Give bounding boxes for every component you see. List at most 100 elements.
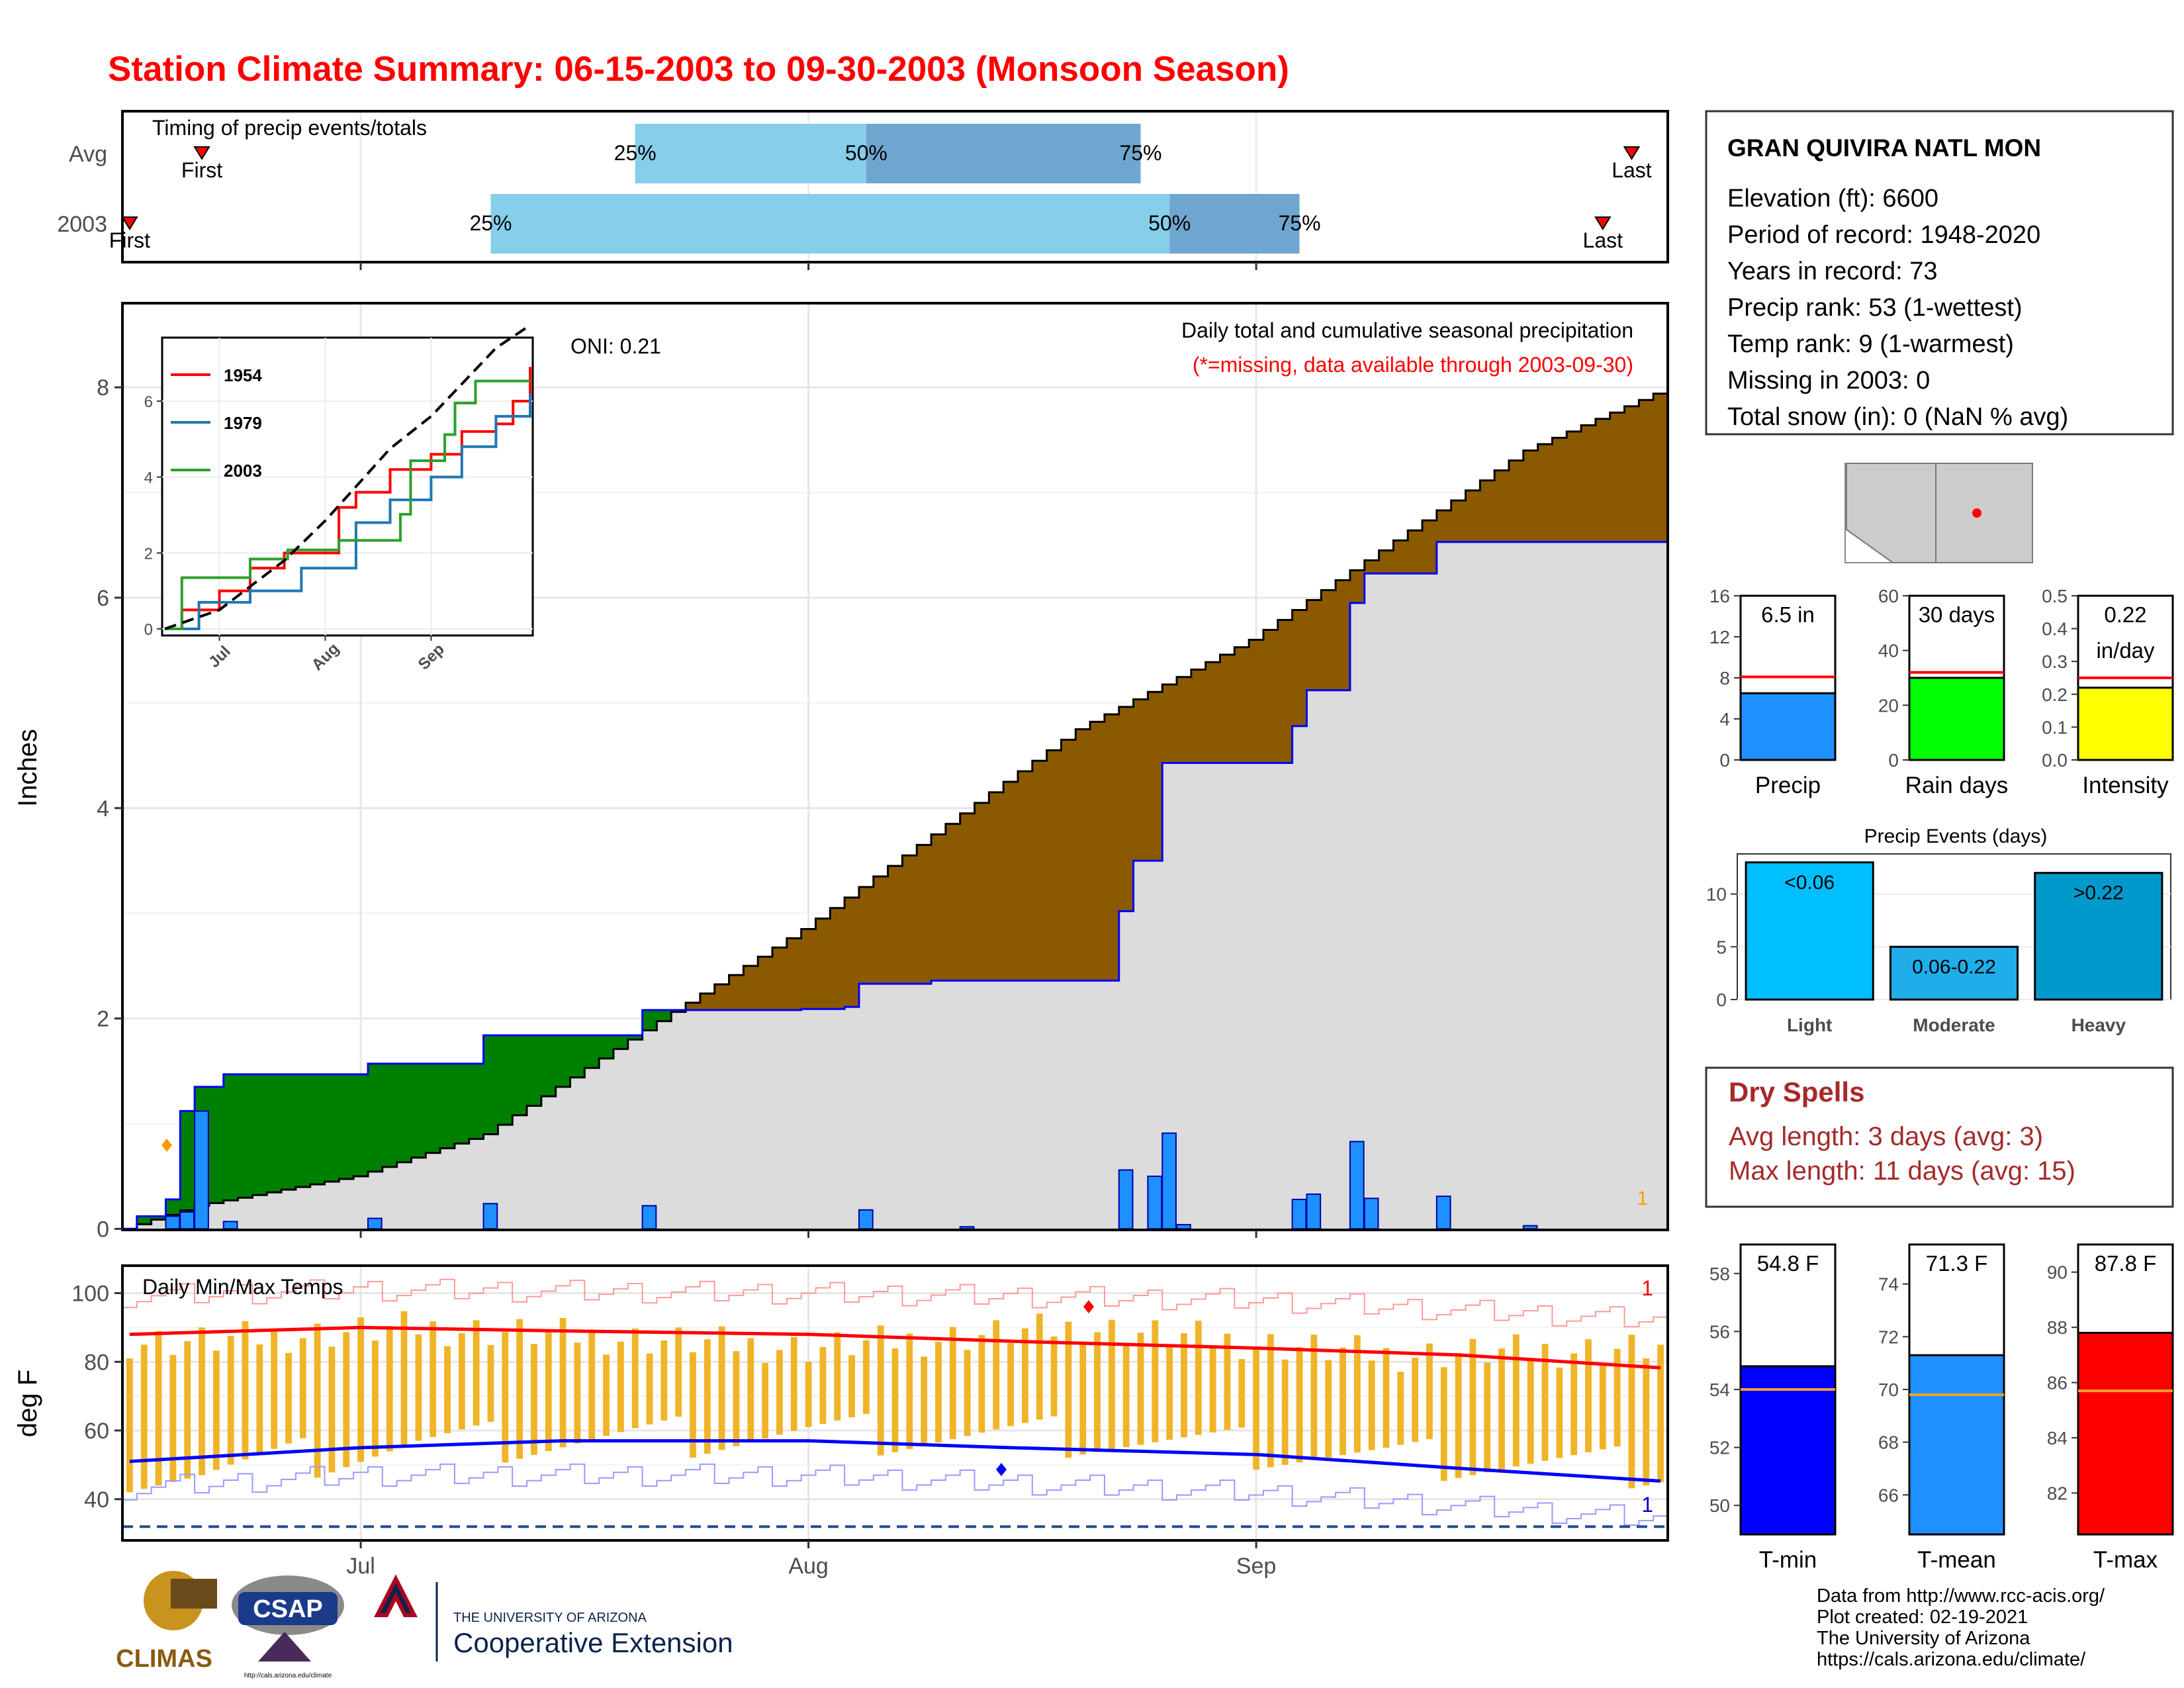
- university-of-arizona-logo: THE UNIVERSITY OF ARIZONA Cooperative Ex…: [374, 1574, 733, 1662]
- footer: Data from http://www.rcc-acis.org/ Plot …: [116, 1571, 2105, 1679]
- daily-precip-bar-2003-08-27: [1176, 1224, 1191, 1230]
- temp-daily-range-bar: [1065, 1321, 1072, 1458]
- csap-logo-url: http://cals.arizona.edu/climate: [244, 1672, 332, 1679]
- temp-daily-range-bar: [1253, 1346, 1259, 1470]
- temp-daily-range-bar: [1021, 1328, 1028, 1423]
- climas-logo: CLIMAS: [116, 1571, 217, 1673]
- summary-tick-label: 8: [1719, 668, 1730, 688]
- temp-summary-tick-label: 70: [1878, 1380, 1899, 1400]
- daily-precip-bar-2003-09-08: [1349, 1141, 1365, 1230]
- temp-daily-range-bar: [169, 1354, 177, 1482]
- temp-lines: [122, 1278, 1668, 1528]
- cumulative-average-line: [122, 393, 1668, 1230]
- temp-daily-range-bar: [1036, 1313, 1043, 1420]
- temp-daily-range-bar: [848, 1355, 855, 1418]
- ua-block-a-icon: [374, 1574, 418, 1617]
- precip-ylabel: Inches: [13, 729, 42, 807]
- temp-ytick-label-80: 80: [84, 1350, 109, 1375]
- station-name: GRAN QUIVIRA NATL MON: [1727, 134, 2041, 162]
- precip-ytick-label-4: 4: [97, 796, 109, 821]
- summary-label-1: Rain days: [1905, 773, 2009, 798]
- cumulative-surplus-area: [136, 1009, 686, 1225]
- temp-daily-range-bar: [704, 1339, 711, 1454]
- temp-daily-range-bar: [1498, 1348, 1505, 1470]
- summary-tick-label: 0: [1719, 750, 1730, 771]
- record-tmax-line: [122, 1278, 1668, 1328]
- temp-summary-tick-label: 90: [2047, 1262, 2068, 1283]
- temp-daily-range-bar: [1122, 1345, 1130, 1448]
- station-info-box: GRAN QUIVIRA NATL MON Elevation (ft): 66…: [1705, 110, 2174, 436]
- station-stat-line-2: Years in record: 73: [1727, 258, 1938, 285]
- temp-daily-range-bar: [314, 1323, 321, 1478]
- daily-precip-bar-2003-06-22: [222, 1221, 238, 1230]
- temp-daily-range-bar: [1440, 1367, 1447, 1481]
- inset-ytick-label-0: 0: [144, 621, 153, 639]
- daily-precip-bar-2003-06-20: [194, 1110, 209, 1230]
- temp-daily-range-bar: [877, 1325, 884, 1456]
- credit-line-3: The University of Arizona: [1817, 1628, 2030, 1649]
- station-box-frame: [1705, 110, 2174, 436]
- inset-xtick-label-Jul: Jul: [205, 643, 234, 672]
- temp-daily-range-bar: [1195, 1321, 1202, 1435]
- temp-daily-range-bar: [256, 1344, 263, 1454]
- temp-daily-range-bar: [1484, 1362, 1491, 1473]
- daily-precip-bar-2003-06-18: [165, 1215, 181, 1230]
- timing-panel: 25% 50% 75% First Last 25% 50% 75% First Last Tim…: [57, 110, 1669, 270]
- timing-avg-q75-label: 75%: [1119, 141, 1161, 165]
- temp-summary-tick-label: 66: [1878, 1485, 1899, 1505]
- station-stat-line-0: Elevation (ft): 6600: [1727, 185, 1938, 212]
- temp-panel: 40 60 80 100 Jul Aug Sep deg F Daily Min/Max …: [13, 1264, 1669, 1579]
- daily-precip-bar-2003-09-14: [1435, 1196, 1451, 1230]
- temp-summary-tick-label: 52: [1709, 1438, 1730, 1458]
- temp-daily-range-bar: [357, 1317, 364, 1462]
- legend-label-1954: 1954: [224, 365, 262, 385]
- summary-tick-label: 20: [1878, 695, 1899, 716]
- summary-tick-label: 12: [1709, 627, 1730, 647]
- temp-daily-range-bar: [733, 1351, 740, 1446]
- temp-summary-value-0: 54.8 F: [1757, 1251, 1819, 1276]
- temp-daily-range-bar: [1527, 1358, 1534, 1464]
- temp-daily-range-bar: [1166, 1345, 1173, 1440]
- temp-ytick-label-100: 100: [71, 1282, 109, 1307]
- temp-daily-range-bar: [126, 1358, 133, 1493]
- temp-daily-range-bar: [1599, 1362, 1606, 1450]
- temp-panel-frame: [121, 1264, 1669, 1542]
- temp-daily-range-bar: [430, 1321, 437, 1437]
- temp-daily-range-bar: [1325, 1360, 1332, 1458]
- oni-label: ONI: 0.21: [570, 334, 661, 358]
- temp-summary-bar-T-min: [1739, 1365, 1837, 1536]
- temp-daily-range-bar: [271, 1329, 278, 1449]
- climas-logo-text: CLIMAS: [116, 1645, 212, 1673]
- timing-avg-last-marker: [1623, 146, 1641, 160]
- events-value-1: 0.06-0.22: [1912, 956, 1996, 978]
- legend-label-2003: 2003: [224, 461, 262, 481]
- summary-label-2: Intensity: [2082, 773, 2169, 798]
- ua-big-text: Cooperative Extension: [453, 1627, 733, 1658]
- timing-2003-q50-label: 50%: [1148, 211, 1191, 235]
- dry-spells-max: Max length: 11 days (avg: 15): [1729, 1156, 2075, 1186]
- summary-tick-label: 0.0: [2042, 750, 2068, 771]
- events-label-2: Heavy: [2071, 1015, 2126, 1035]
- summary-value-2: 0.22: [2104, 602, 2146, 627]
- temp-daily-range-bar: [328, 1346, 336, 1473]
- temp-ytick-label-60: 60: [84, 1419, 109, 1444]
- temp-daily-range-bar: [1512, 1334, 1520, 1467]
- daily-precip-bar-2003-06-19: [179, 1211, 195, 1230]
- temp-daily-range-bar: [588, 1329, 596, 1440]
- temp-daily-range-bar: [1050, 1336, 1058, 1417]
- temp-daily-range-bar: [1310, 1335, 1318, 1460]
- inset-xtick-label-Aug: Aug: [308, 639, 343, 674]
- temp-daily-range-bar: [559, 1317, 567, 1448]
- timing-2003-q75-label: 75%: [1279, 211, 1321, 235]
- temp-xtick-label-Jul: Jul: [346, 1554, 375, 1579]
- temp-summary-tick-label: 86: [2047, 1373, 2068, 1393]
- csap-logo-text: CSAP: [253, 1595, 323, 1623]
- temp-daily-range-bar: [1224, 1333, 1231, 1430]
- temp-daily-range-bar: [993, 1320, 1000, 1430]
- temp-daily-range-bar: [964, 1350, 971, 1436]
- temp-daily-range-bar: [1152, 1320, 1159, 1442]
- climas-logo-block: [171, 1579, 217, 1609]
- location-map: [1844, 463, 2033, 563]
- temp-daily-range-bar: [1570, 1353, 1578, 1456]
- temp-panel-label: Daily Min/Max Temps: [142, 1275, 343, 1299]
